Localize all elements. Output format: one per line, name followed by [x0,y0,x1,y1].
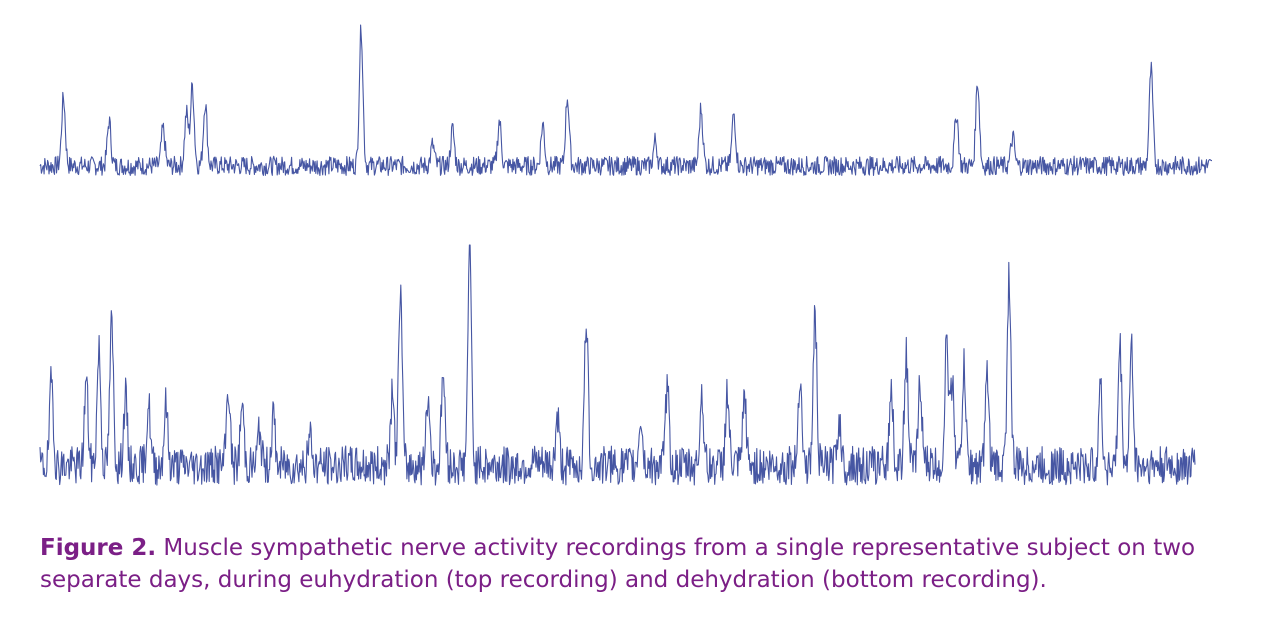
bottom-recording-panel [39,244,1196,486]
nerve-activity-figure [39,24,1212,486]
figure-label: Figure 2. [40,535,157,561]
caption-text: Muscle sympathetic nerve activity record… [40,535,1196,593]
dehydration-trace [39,244,1196,486]
figure-caption: Figure 2. Muscle sympathetic nerve activ… [40,532,1240,596]
euhydration-trace [39,24,1212,176]
top-recording-panel [39,24,1212,176]
